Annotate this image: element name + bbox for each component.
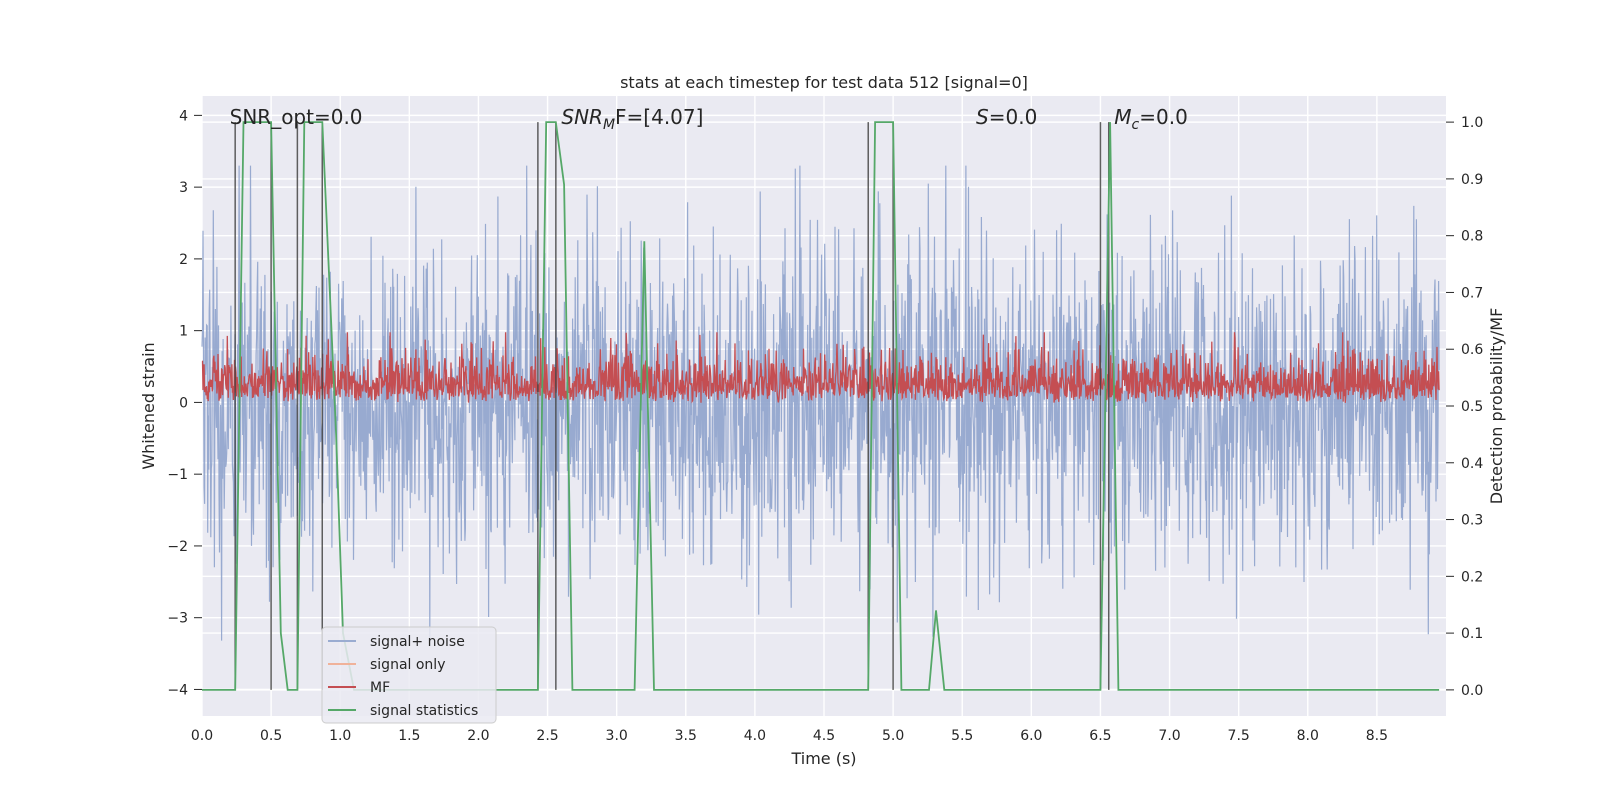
x-tick-label: 4.5 [813,728,835,744]
y-right-axis-label: Detection probability/MF [1487,308,1506,505]
legend-box [321,626,497,724]
y-left-tick-labels: −4 −3 −2 −1 0 1 2 3 4 [167,108,202,698]
x-tick-label: 2.5 [536,728,558,744]
legend-entry-label: signal only [370,657,445,673]
y-left-tick-label: 1 [179,324,188,340]
y-left-tick-label: 0 [179,395,188,411]
y-right-tick-label: 0.7 [1461,285,1483,301]
legend-entry-label: signal+ noise [370,634,465,650]
chart-title: stats at each timestep for test data 512… [620,73,1028,92]
x-tick-label: 4.0 [744,728,766,744]
y-left-tick-label: −4 [167,682,188,698]
y-right-tick-label: 0.1 [1461,626,1483,642]
annotation-snr_opt: SNR_opt=0.0 [230,105,363,129]
series-signal-statistics [202,121,1440,691]
y-left-tick-label: 3 [179,180,188,196]
y-left-tick-label: −1 [167,467,188,483]
x-tick-label: 0.5 [260,728,282,744]
y-right-tick-label: 0.3 [1461,513,1483,529]
y-left-tick-label: 4 [179,108,188,124]
y-right-tick-label: 0.0 [1461,683,1483,699]
y-right-tick-label: 0.8 [1461,229,1483,245]
legend-entry-label: MF [370,680,390,696]
signal-statistics-line [202,121,1440,691]
y-right-tick-label: 0.5 [1461,399,1483,415]
y-left-axis-label: Whitened strain [139,342,158,469]
x-tick-label: 2.0 [467,728,489,744]
x-tick-label: 5.0 [882,728,904,744]
y-right-tick-label: 0.4 [1461,456,1483,472]
y-right-tick-label: 0.6 [1461,342,1483,358]
x-tick-label: 0.0 [191,728,213,744]
x-tick-label: 8.5 [1366,728,1388,744]
annotation-snr_mf: SNRMF=[4.07] [561,105,703,133]
x-tick-label: 5.5 [951,728,973,744]
x-tick-label: 3.0 [606,728,628,744]
series-mf [201,332,1440,404]
annotation-mc: Mc=0.0 [1114,105,1188,133]
mf-line [201,332,1440,404]
x-tick-label: 1.0 [329,728,351,744]
legend: signal+ noise signal only MF signal statist… [321,626,497,724]
annotation-s: S=0.0 [976,105,1037,129]
x-tick-label: 1.5 [398,728,420,744]
x-axis-label: Time (s) [790,749,856,768]
x-tick-label: 6.5 [1089,728,1111,744]
y-right-tick-labels: 0.0 0.1 0.2 0.3 0.4 0.5 0.6 0.7 0.8 0.9 1.0 [1446,115,1483,699]
y-right-tick-label: 0.9 [1461,172,1483,188]
x-tick-label: 3.5 [675,728,697,744]
x-tick-labels: 0.0 0.5 1.0 1.5 2.0 2.5 3.0 3.5 4.0 4.5 5.0 5.5 6.0 6… [191,728,1388,744]
y-right-tick-label: 0.2 [1461,569,1483,585]
x-tick-label: 7.5 [1228,728,1250,744]
y-left-tick-label: −2 [167,539,188,555]
legend-entry-label: signal statistics [370,703,478,719]
annotations: SNR_opt=0.0 SNRMF=[4.07] S=0.0 Mc=0.0 [230,105,1188,133]
x-tick-label: 7.0 [1158,728,1180,744]
y-right-tick-label: 1.0 [1461,115,1483,131]
x-tick-label: 6.0 [1020,728,1042,744]
x-tick-label: 8.0 [1297,728,1319,744]
y-left-tick-label: −3 [167,611,188,627]
y-left-tick-label: 2 [179,252,188,268]
